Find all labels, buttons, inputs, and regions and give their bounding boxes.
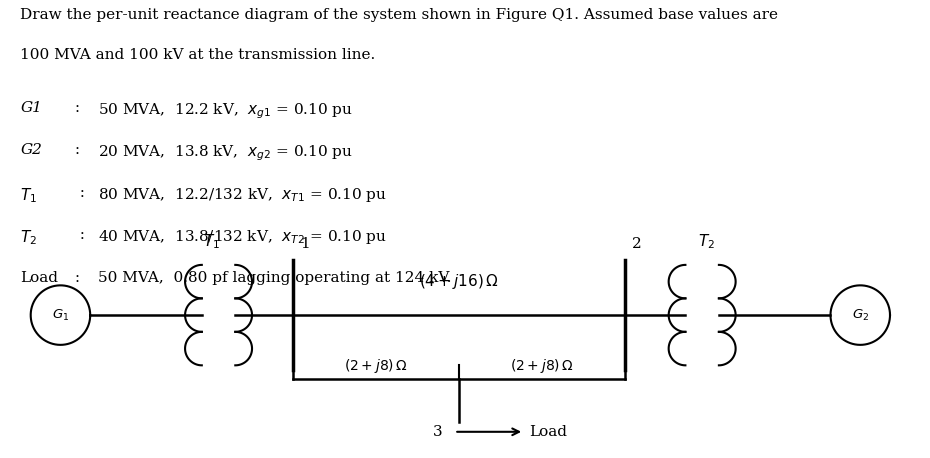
- Text: 80 MVA,  12.2/132 kV,  $x_{T1}$ = 0.10 pu: 80 MVA, 12.2/132 kV, $x_{T1}$ = 0.10 pu: [98, 186, 387, 204]
- Text: 100 MVA and 100 kV at the transmission line.: 100 MVA and 100 kV at the transmission l…: [20, 48, 376, 62]
- Text: $(4 + j16)\,\Omega$: $(4 + j16)\,\Omega$: [419, 273, 498, 291]
- Text: $T_1$: $T_1$: [203, 232, 219, 251]
- Text: 1: 1: [300, 237, 310, 251]
- Text: $G_1$: $G_1$: [52, 308, 69, 322]
- Text: 50 MVA,  12.2 kV,  $x_{g1}$ = 0.10 pu: 50 MVA, 12.2 kV, $x_{g1}$ = 0.10 pu: [98, 101, 352, 120]
- Text: $T_2$: $T_2$: [20, 229, 37, 247]
- Text: G2: G2: [20, 143, 43, 158]
- Text: 40 MVA,  13.8/132 kV,  $x_{T2}$ = 0.10 pu: 40 MVA, 13.8/132 kV, $x_{T2}$ = 0.10 pu: [98, 229, 387, 246]
- Text: :: :: [70, 143, 89, 158]
- Text: $T_2$: $T_2$: [698, 232, 715, 251]
- Text: :: :: [70, 101, 89, 115]
- Text: G1: G1: [20, 101, 43, 115]
- Text: 20 MVA,  13.8 kV,  $x_{g2}$ = 0.10 pu: 20 MVA, 13.8 kV, $x_{g2}$ = 0.10 pu: [98, 143, 352, 163]
- Text: :: :: [70, 186, 95, 200]
- Text: 50 MVA,  0.80 pf lagging operating at 124 kV.: 50 MVA, 0.80 pf lagging operating at 124…: [98, 271, 451, 285]
- Text: $G_2$: $G_2$: [852, 308, 869, 322]
- Text: Load: Load: [528, 425, 566, 439]
- Text: $(2+j8)\,\Omega$: $(2+j8)\,\Omega$: [344, 357, 408, 375]
- Text: Draw the per-unit reactance diagram of the system shown in Figure Q1. Assumed ba: Draw the per-unit reactance diagram of t…: [20, 8, 778, 22]
- Text: 3: 3: [432, 425, 443, 439]
- Text: $(2+j8)\,\Omega$: $(2+j8)\,\Omega$: [510, 357, 574, 375]
- Text: 2: 2: [632, 237, 642, 251]
- Text: :: :: [70, 271, 89, 285]
- Text: Load: Load: [20, 271, 59, 285]
- Text: $T_1$: $T_1$: [20, 186, 37, 205]
- Text: :: :: [70, 229, 95, 242]
